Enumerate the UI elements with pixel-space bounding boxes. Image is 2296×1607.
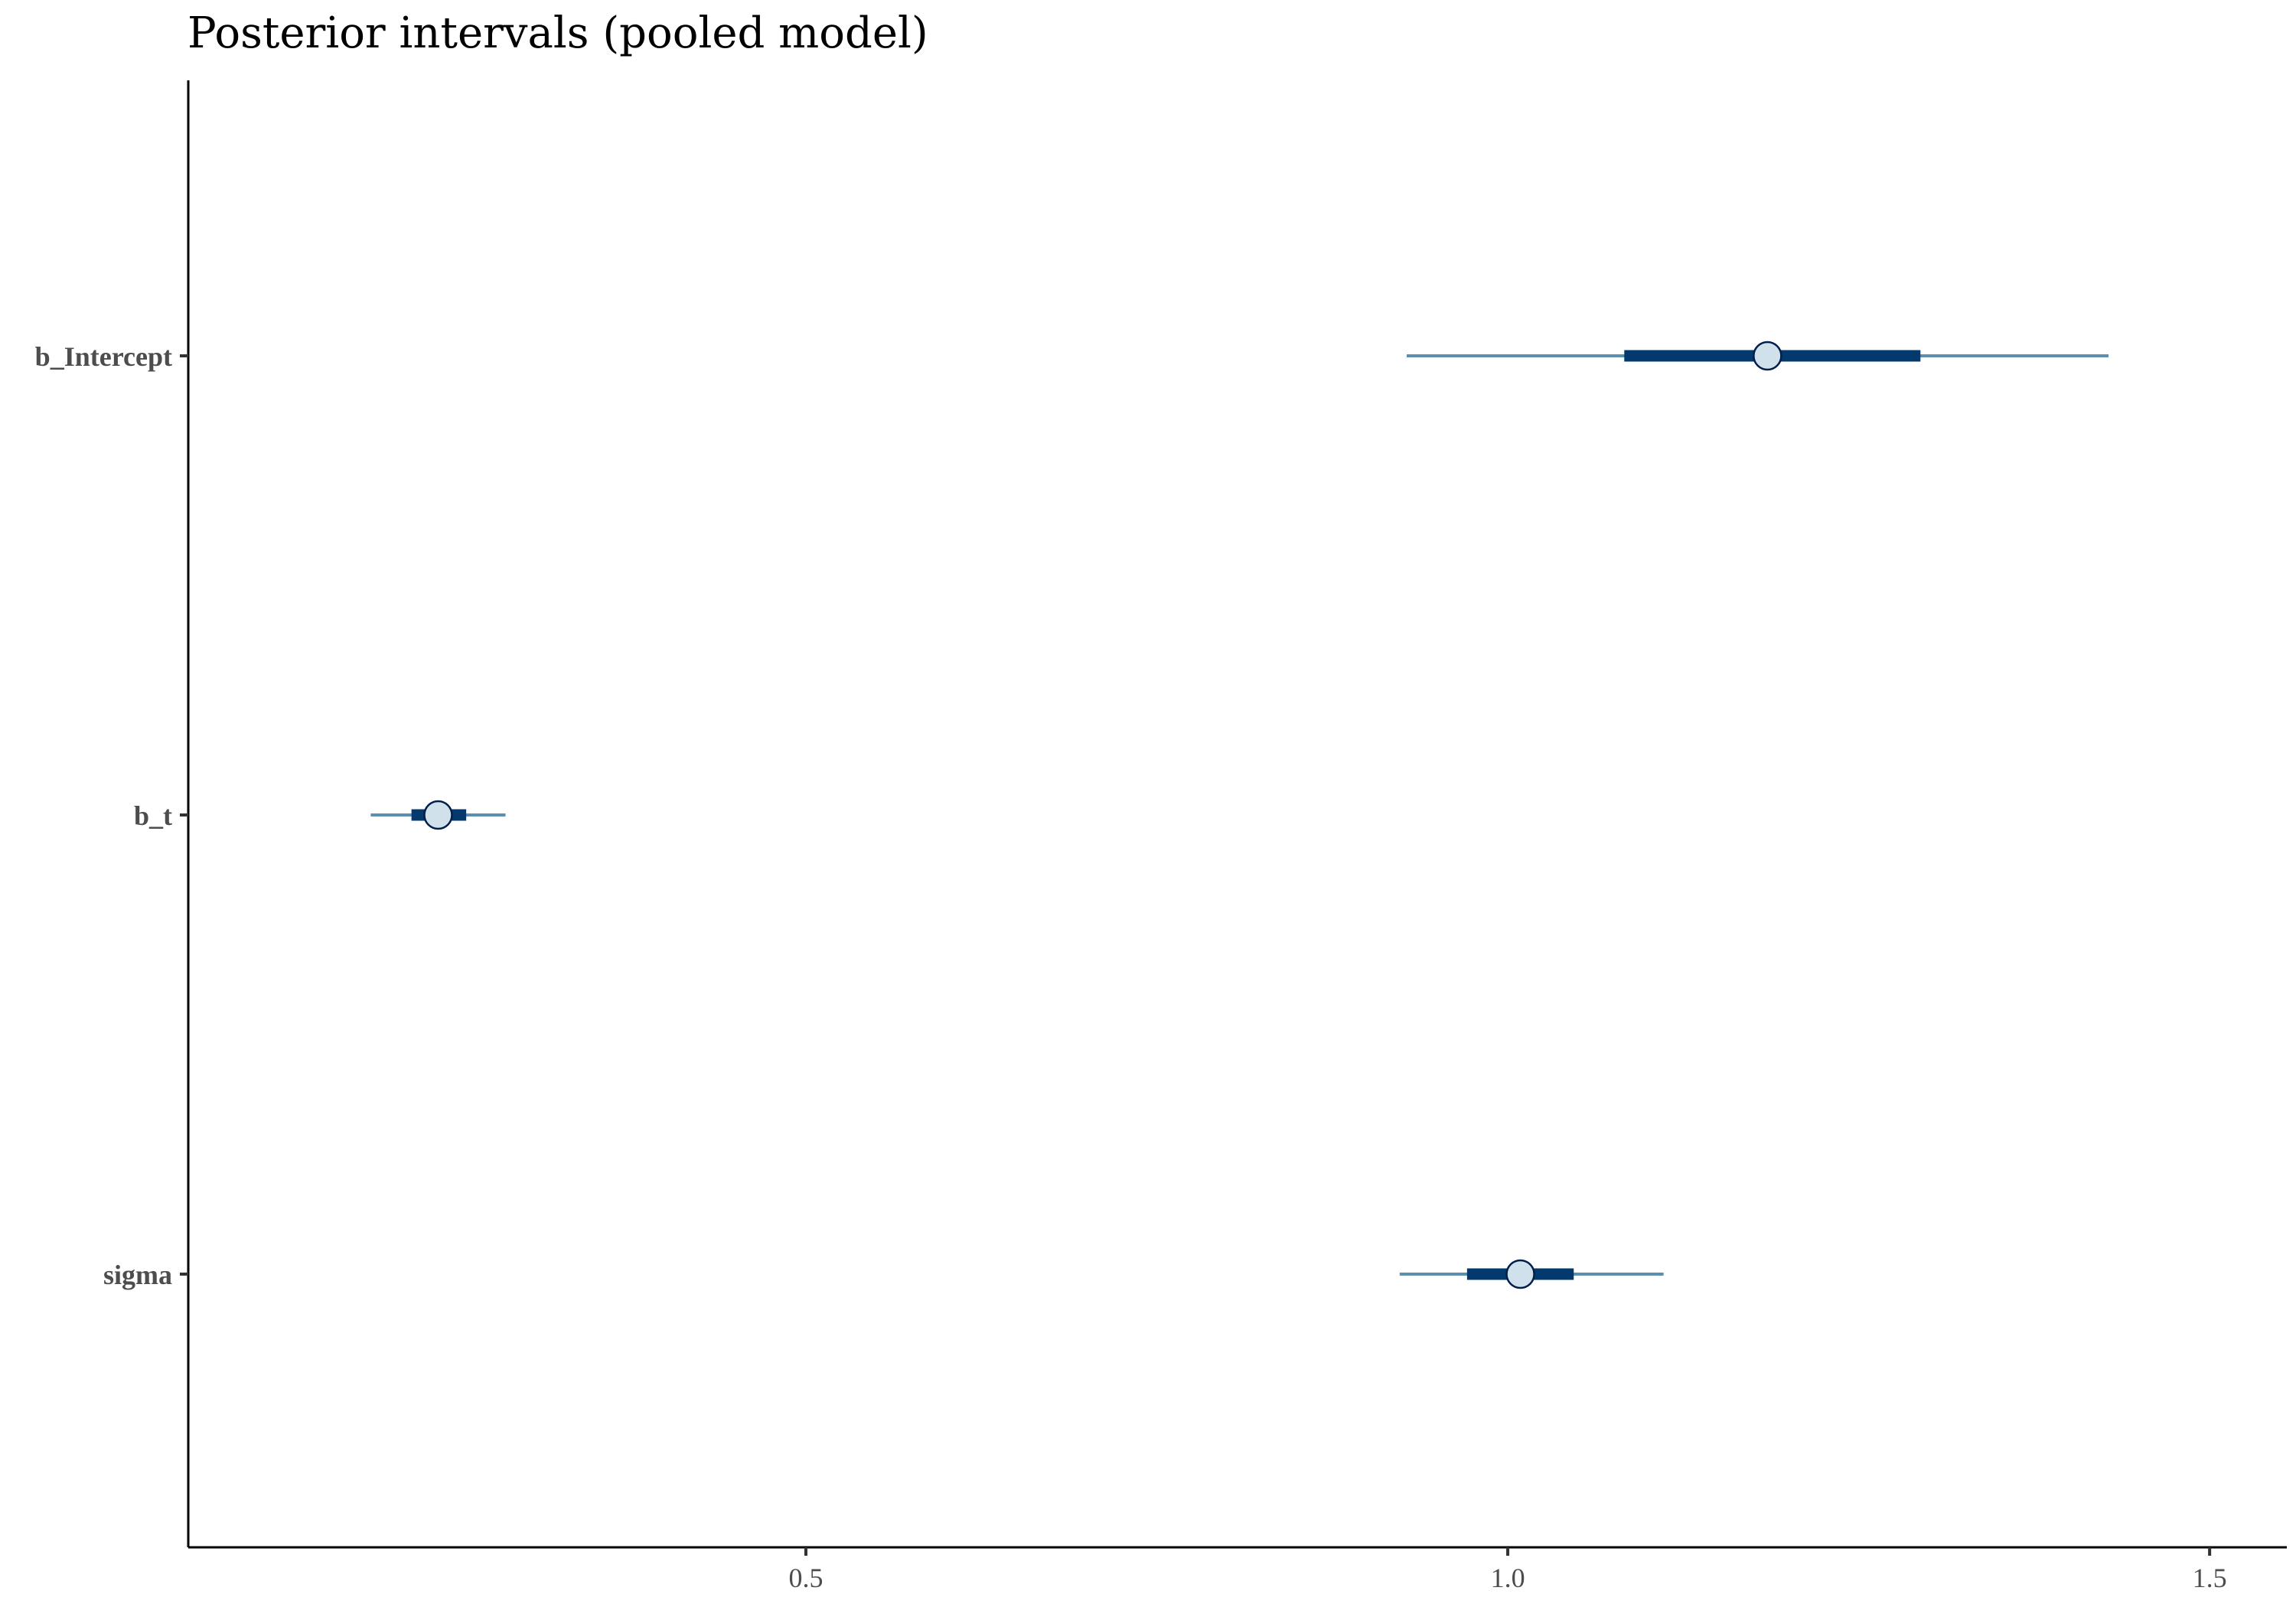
y-tick-label-b_Intercept: b_Intercept	[35, 341, 172, 372]
interval-b_Intercept	[1407, 341, 2109, 371]
y-tick-label-sigma: sigma	[103, 1260, 172, 1290]
y-tick-label-b_t: b_t	[134, 800, 172, 831]
x-tick-label-1.5: 1.5	[2193, 1563, 2227, 1593]
median-point-b_Intercept	[1753, 341, 1782, 371]
intervals	[370, 341, 2109, 1289]
x-ticks: 0.5 1.0 1.5	[789, 1547, 2227, 1593]
x-tick-label-0.5: 0.5	[789, 1563, 823, 1593]
chart-title: Posterior intervals (pooled model)	[188, 8, 928, 58]
interval-b_t	[370, 800, 506, 830]
interval-sigma	[1399, 1259, 1664, 1289]
x-tick-label-1.0: 1.0	[1491, 1563, 1525, 1593]
median-point-sigma	[1505, 1259, 1535, 1289]
median-point-b_t	[423, 800, 453, 830]
